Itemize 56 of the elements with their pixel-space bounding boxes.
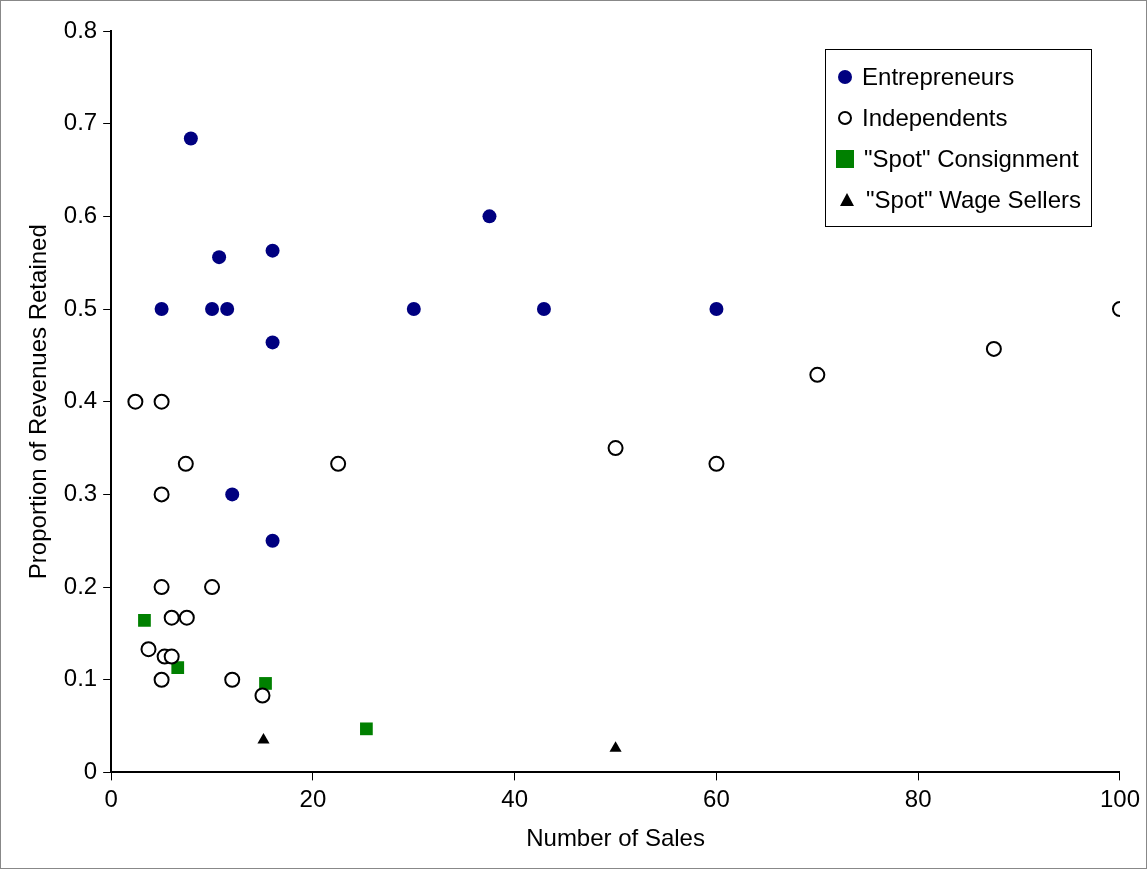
point: [360, 722, 373, 736]
x-tick-label: 20: [299, 785, 327, 813]
legend-label: Entrepreneurs: [862, 62, 1015, 92]
point: [709, 302, 724, 317]
point: [183, 131, 198, 146]
point: [163, 609, 180, 626]
legend-label: "Spot" Consignment: [864, 144, 1079, 174]
x-tick-label: 80: [904, 785, 932, 813]
point: [265, 533, 280, 548]
point: [708, 455, 725, 472]
point: [138, 614, 151, 627]
x-tick-label: 0: [104, 785, 118, 813]
point: [153, 579, 170, 596]
x-tick-label: 40: [501, 785, 529, 813]
y-tick-label: 0.6: [63, 200, 98, 228]
x-axis-title: Number of Sales: [526, 824, 705, 852]
point: [536, 302, 551, 317]
point: [140, 641, 157, 658]
point: [224, 671, 241, 688]
point: [220, 302, 235, 317]
y-tick-label: 0.2: [63, 571, 98, 599]
y-tick-label: 0.1: [63, 664, 98, 692]
point: [257, 732, 270, 744]
point: [153, 393, 170, 410]
point: [205, 302, 220, 317]
point: [254, 687, 271, 704]
point: [204, 579, 221, 596]
point: [153, 671, 170, 688]
y-tick-label: 0.7: [63, 108, 98, 136]
point: [178, 609, 195, 626]
y-tick-label: 0: [83, 757, 98, 785]
y-axis-title: Proportion of Revenues Retained: [24, 224, 52, 580]
y-tick-label: 0.4: [63, 386, 98, 414]
legend-label: Independents: [862, 103, 1008, 133]
y-tick-label: 0.5: [63, 293, 98, 321]
point: [265, 243, 280, 258]
point: [330, 455, 347, 472]
point: [607, 440, 624, 457]
point: [177, 455, 194, 472]
point: [212, 250, 227, 265]
point: [265, 335, 280, 350]
point: [809, 366, 826, 383]
point: [163, 648, 180, 665]
point: [406, 302, 421, 317]
point: [609, 741, 622, 752]
legend-label: "Spot" Wage Sellers: [866, 185, 1081, 215]
point: [482, 209, 497, 224]
point: [154, 302, 169, 317]
point: [127, 393, 144, 410]
x-tick-label: 60: [703, 785, 730, 813]
x-tick-label: 100: [1099, 785, 1140, 813]
point: [225, 487, 240, 502]
point: [153, 486, 170, 503]
point: [985, 340, 1002, 357]
y-tick-label: 0.8: [63, 15, 98, 43]
y-tick-label: 0.3: [63, 479, 98, 506]
